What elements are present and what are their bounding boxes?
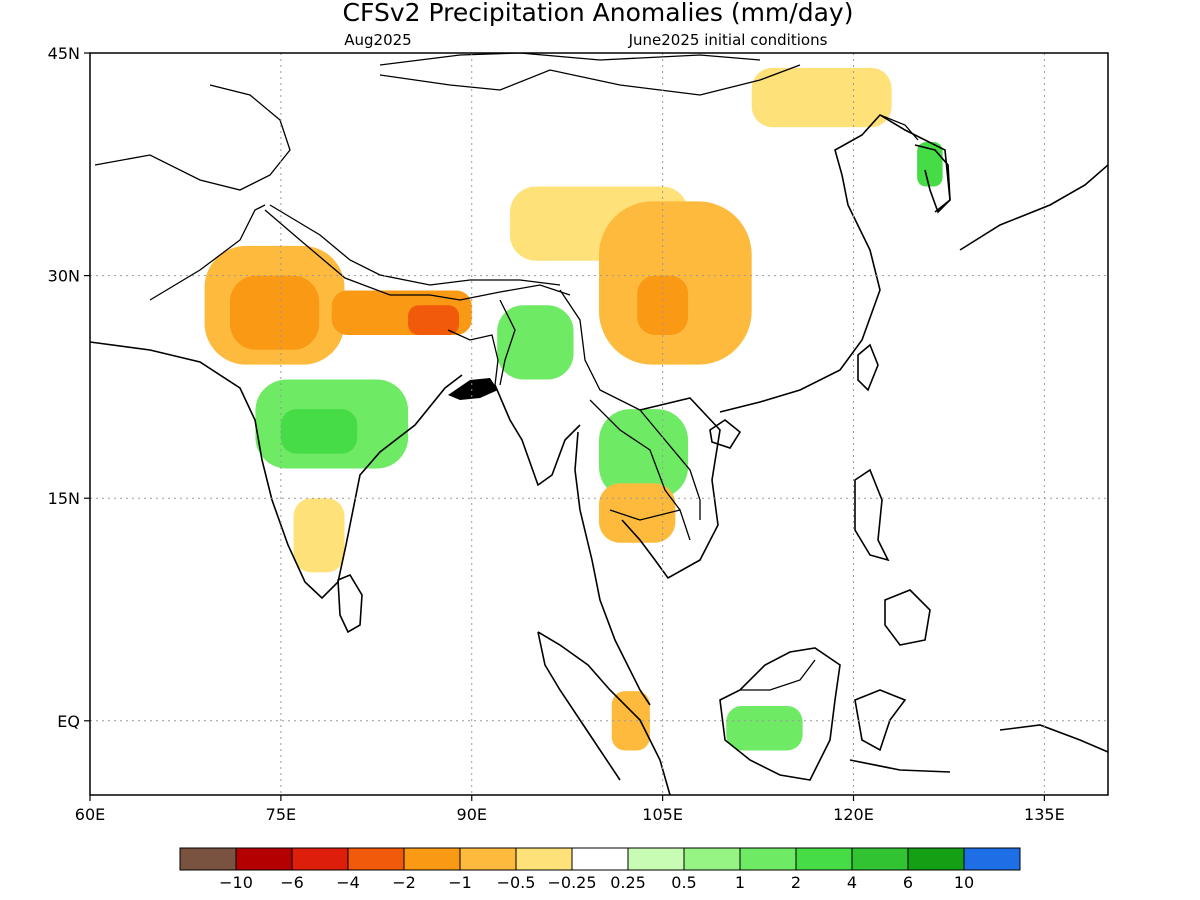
colorbar-label: −2 [392,873,416,892]
lon-tick-label: 120E [833,805,874,824]
anomaly-region-13 [917,142,943,187]
map-frame [89,52,1109,796]
anomaly-region-17 [599,483,676,543]
coastline-java-sea [849,759,951,773]
colorbar-label: −4 [336,873,360,892]
anomaly-region-2 [229,275,320,350]
border-bangladesh [447,329,499,386]
colorbar-swatch [347,847,405,871]
lon-tick-label: 105E [642,805,683,824]
map-background [90,53,1108,795]
colorbar-swatch [515,847,573,871]
colorbar-swatch [571,847,629,871]
border-mongolia-north [379,53,761,66]
colorbar-label: −6 [280,873,304,892]
lon-tick-label: 90E [457,805,487,824]
colorbar-label: 1 [735,873,745,892]
border-myanmar-india [499,299,516,386]
coastline-borneo [719,647,841,781]
colorbar-label: −0.5 [497,873,536,892]
lon-tick-label: 75E [266,805,296,824]
anomaly-region-16 [293,498,345,573]
initial-conditions-label: June2025 initial conditions [628,31,828,49]
colorbar-swatch [403,847,461,871]
border-myanmar-china [559,289,641,411]
coastline-korea [914,144,951,214]
colorbar-label: 10 [954,873,974,892]
colorbar-label: −1 [448,873,472,892]
country-borders-layer [94,53,919,691]
coastline-sri-lanka [337,573,363,634]
coastline-mindanao [884,589,931,646]
colorbar-swatch [291,847,349,871]
forecast-month: Aug2025 [344,31,411,49]
colorbar-label: 0.5 [671,873,696,892]
map-plot-area [90,53,1108,795]
border-mongolia-china [379,64,801,96]
map-title: CFSv2 Precipitation Anomalies (mm/day) [343,0,854,27]
colorbar-swatch [795,847,853,871]
lat-tick-label: EQ [57,712,80,731]
colorbar-swatch [739,847,797,871]
coastline-sumatra [537,631,671,795]
border-pakistan-afghanistan [149,204,266,301]
colorbar-swatch [235,847,293,871]
lat-tick-label: 30N [48,267,80,286]
coastline-india [90,341,463,600]
border-central-asia [94,84,291,191]
coastline-luzon [854,468,890,562]
ganges-delta [448,378,498,400]
coastline-china [719,113,951,413]
colorbar-swatch [627,847,685,871]
lon-tick-label: 60E [75,805,105,824]
colorbar-label: 6 [903,873,913,892]
lat-tick-label: 15N [48,489,80,508]
coastline-taiwan [857,343,879,392]
colorbar: −10 −6 −4 −2 −1 −0.5 −0.25 0.25 0.5 1 2 4 6 10 [179,847,1021,892]
anomaly-region-11 [497,305,574,380]
colorbar-swatch [963,847,1021,871]
border-himalaya-south [264,209,571,301]
colorbar-label: 0.25 [610,873,646,892]
lon-tick-label: 135E [1024,805,1065,824]
colorbar-label: −0.25 [547,873,596,892]
map-axes: 60E 75E 90E 105E 120E 135E 45N 30N 15N EQ [48,44,1065,824]
coastline-bay-bengal-east [494,384,581,487]
colorbar-label: −10 [219,873,253,892]
colorbar-swatch [459,847,517,871]
anomaly-region-8 [751,67,892,128]
coastline-sulawesi [854,689,907,752]
coastline-sumatra-west [537,631,621,781]
coastline-layer [90,113,1108,795]
border-himalaya-north [269,204,561,286]
lat-tick-label: 45N [48,44,80,63]
coastline-hainan [709,419,742,449]
border-korea-china [879,114,919,141]
colorbar-swatch [179,847,237,871]
coastline-new-guinea [999,724,1108,753]
anomaly-region-14 [726,705,803,751]
border-laos-vietnam [639,409,701,520]
colorbar-label: 4 [847,873,857,892]
colorbar-swatch [907,847,965,871]
border-thailand-laos [589,399,681,511]
colorbar-label: 2 [791,873,801,892]
coastline-japan [959,164,1108,251]
coastline-indochina [621,397,721,580]
coastline-malay-peninsula [574,431,651,706]
anomaly-region-4 [408,305,460,335]
colorbar-swatch [851,847,909,871]
border-borneo-split [740,659,816,691]
border-cambodia [609,509,691,541]
anomaly-shading-layer [204,67,943,751]
anomaly-region-10 [280,409,358,454]
colorbar-swatch [683,847,741,871]
grid-lines [90,53,1108,795]
